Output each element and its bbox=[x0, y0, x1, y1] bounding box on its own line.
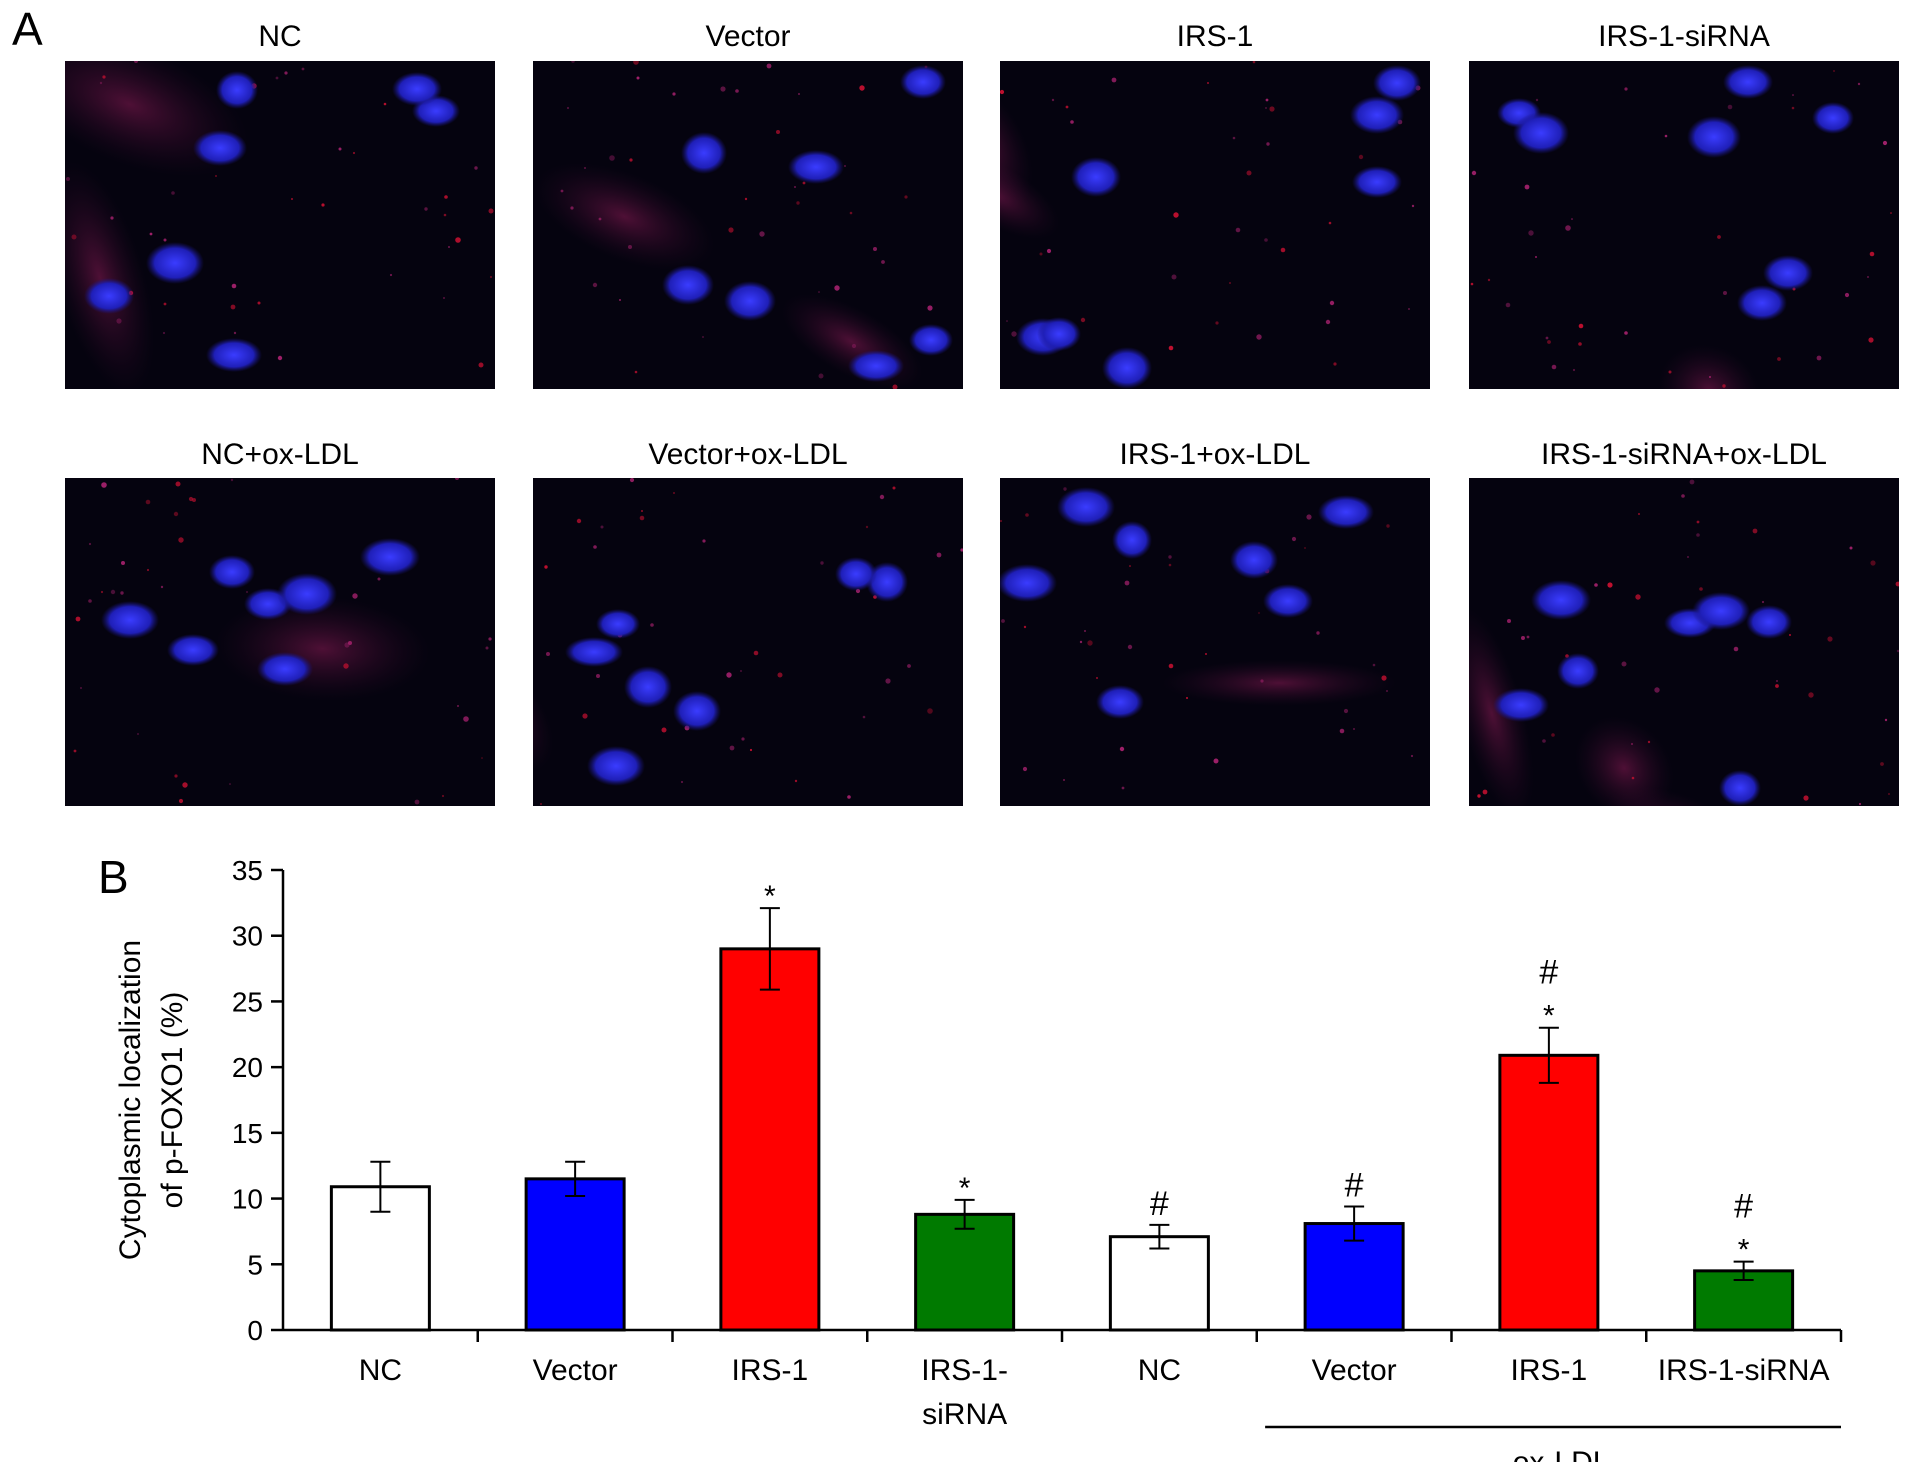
micrograph-image bbox=[65, 478, 495, 806]
significance-mark: * bbox=[1738, 1234, 1750, 1267]
bar bbox=[719, 947, 821, 1332]
significance-mark: * bbox=[1543, 1000, 1555, 1033]
significance-mark: # bbox=[1539, 954, 1558, 992]
micrograph-image bbox=[1000, 61, 1430, 389]
bar-chart: 0 5 10 15 20 25 30 35 Cytoplasmic localization of… bbox=[114, 855, 1843, 1462]
y-tick-label: 0 bbox=[247, 1315, 263, 1346]
y-tick-label: 5 bbox=[247, 1249, 263, 1280]
micrograph-image bbox=[533, 61, 963, 389]
micrograph-image bbox=[65, 61, 495, 389]
significance-mark: # bbox=[1345, 1166, 1364, 1204]
bar bbox=[1498, 1053, 1600, 1332]
y-tick-label: 15 bbox=[232, 1118, 263, 1149]
y-tick-label: 20 bbox=[232, 1052, 263, 1083]
significance-mark: # bbox=[1734, 1188, 1753, 1226]
x-tick-label: Vector bbox=[533, 1354, 618, 1387]
micrograph-image bbox=[1469, 478, 1899, 806]
y-tick-label: 25 bbox=[232, 986, 263, 1017]
micrograph-image bbox=[533, 478, 963, 806]
group-label: ox-LDL bbox=[1513, 1446, 1610, 1462]
y-axis-label: of p-FOXO1 (%) bbox=[156, 992, 189, 1209]
significance-mark: * bbox=[764, 880, 776, 913]
x-tick-label: IRS-1-siRNA bbox=[1658, 1354, 1830, 1387]
y-axis-label: Cytoplasmic localization bbox=[114, 940, 147, 1260]
x-tick-label: IRS-1- bbox=[921, 1354, 1008, 1387]
x-tick-label: NC bbox=[1138, 1354, 1181, 1387]
panel-a-letter: A bbox=[12, 3, 43, 55]
image-title: IRS-1+ox-LDL bbox=[1119, 438, 1311, 471]
micrograph-image bbox=[1000, 478, 1430, 806]
y-tick-label: 35 bbox=[232, 855, 263, 886]
bar bbox=[1108, 1235, 1210, 1332]
image-title: NC bbox=[258, 20, 302, 53]
bar bbox=[524, 1177, 626, 1332]
x-tick-label: Vector bbox=[1312, 1354, 1397, 1387]
image-title: NC+ox-LDL bbox=[201, 438, 359, 471]
panel-b-letter: B bbox=[98, 851, 129, 903]
x-tick-label: IRS-1 bbox=[732, 1354, 809, 1387]
image-title: IRS-1-siRNA bbox=[1598, 20, 1770, 53]
significance-mark: * bbox=[959, 1172, 971, 1205]
x-tick-label: siRNA bbox=[922, 1398, 1007, 1431]
image-title: IRS-1 bbox=[1176, 20, 1254, 53]
x-tick-label: IRS-1 bbox=[1511, 1354, 1588, 1387]
image-title: Vector bbox=[705, 20, 791, 53]
image-title: Vector+ox-LDL bbox=[648, 438, 848, 471]
image-title: IRS-1-siRNA+ox-LDL bbox=[1541, 438, 1827, 471]
significance-mark: # bbox=[1150, 1185, 1169, 1223]
micrograph-image bbox=[1469, 61, 1899, 389]
x-tick-label: NC bbox=[359, 1354, 402, 1387]
bar bbox=[914, 1212, 1016, 1332]
y-tick-label: 30 bbox=[232, 921, 263, 952]
y-tick-label: 10 bbox=[232, 1184, 263, 1215]
